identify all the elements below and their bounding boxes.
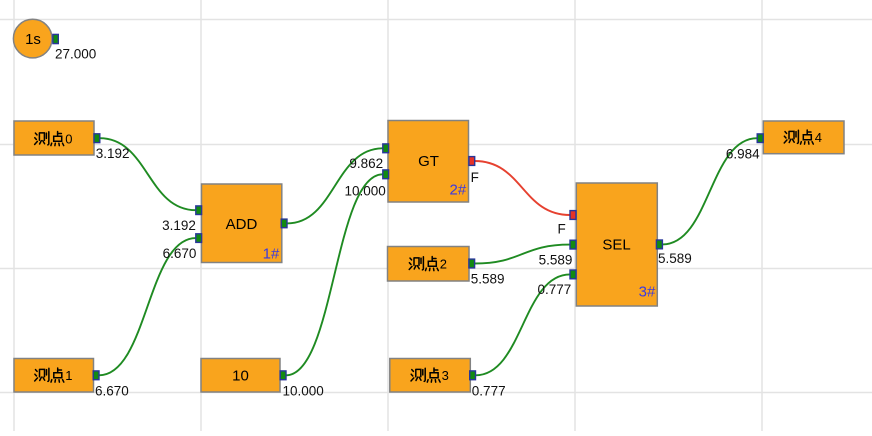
svg-text:ADD: ADD [226,216,258,233]
svg-text:1#: 1# [263,245,280,262]
svg-text:1s: 1s [25,31,41,48]
svg-text:F: F [558,222,566,237]
svg-text:27.000: 27.000 [55,46,96,61]
svg-text:1: 1 [65,368,72,383]
svg-text:2#: 2# [450,181,467,198]
svg-text:3#: 3# [639,283,656,300]
svg-text:10: 10 [232,368,249,385]
svg-text:3: 3 [442,368,449,383]
svg-text:5.589: 5.589 [471,271,505,286]
svg-text:6.670: 6.670 [95,384,129,399]
svg-text:F: F [471,170,479,185]
svg-text:5.589: 5.589 [539,252,573,267]
svg-text:3.192: 3.192 [162,218,196,233]
svg-text:5.589: 5.589 [658,251,692,266]
svg-text:0: 0 [65,131,72,146]
svg-text:6.984: 6.984 [726,147,760,162]
svg-text:SEL: SEL [602,237,630,254]
svg-text:0.777: 0.777 [538,282,572,297]
svg-text:2: 2 [440,256,447,271]
svg-text:10.000: 10.000 [283,384,324,399]
svg-text:3.192: 3.192 [96,146,130,161]
svg-text:4: 4 [815,130,822,145]
svg-text:6.670: 6.670 [163,246,197,261]
svg-text:9.862: 9.862 [349,156,383,171]
svg-text:10.000: 10.000 [345,184,386,199]
svg-text:GT: GT [418,153,439,170]
svg-text:0.777: 0.777 [472,384,506,399]
